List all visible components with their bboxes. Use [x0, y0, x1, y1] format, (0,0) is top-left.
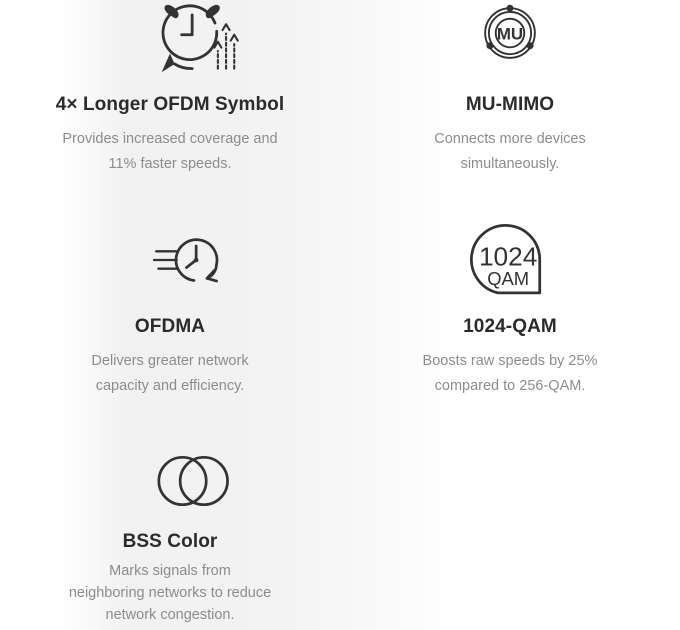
svg-text:QAM: QAM: [487, 268, 529, 289]
svg-text:1024: 1024: [479, 241, 537, 271]
svg-text:MU: MU: [497, 24, 523, 43]
